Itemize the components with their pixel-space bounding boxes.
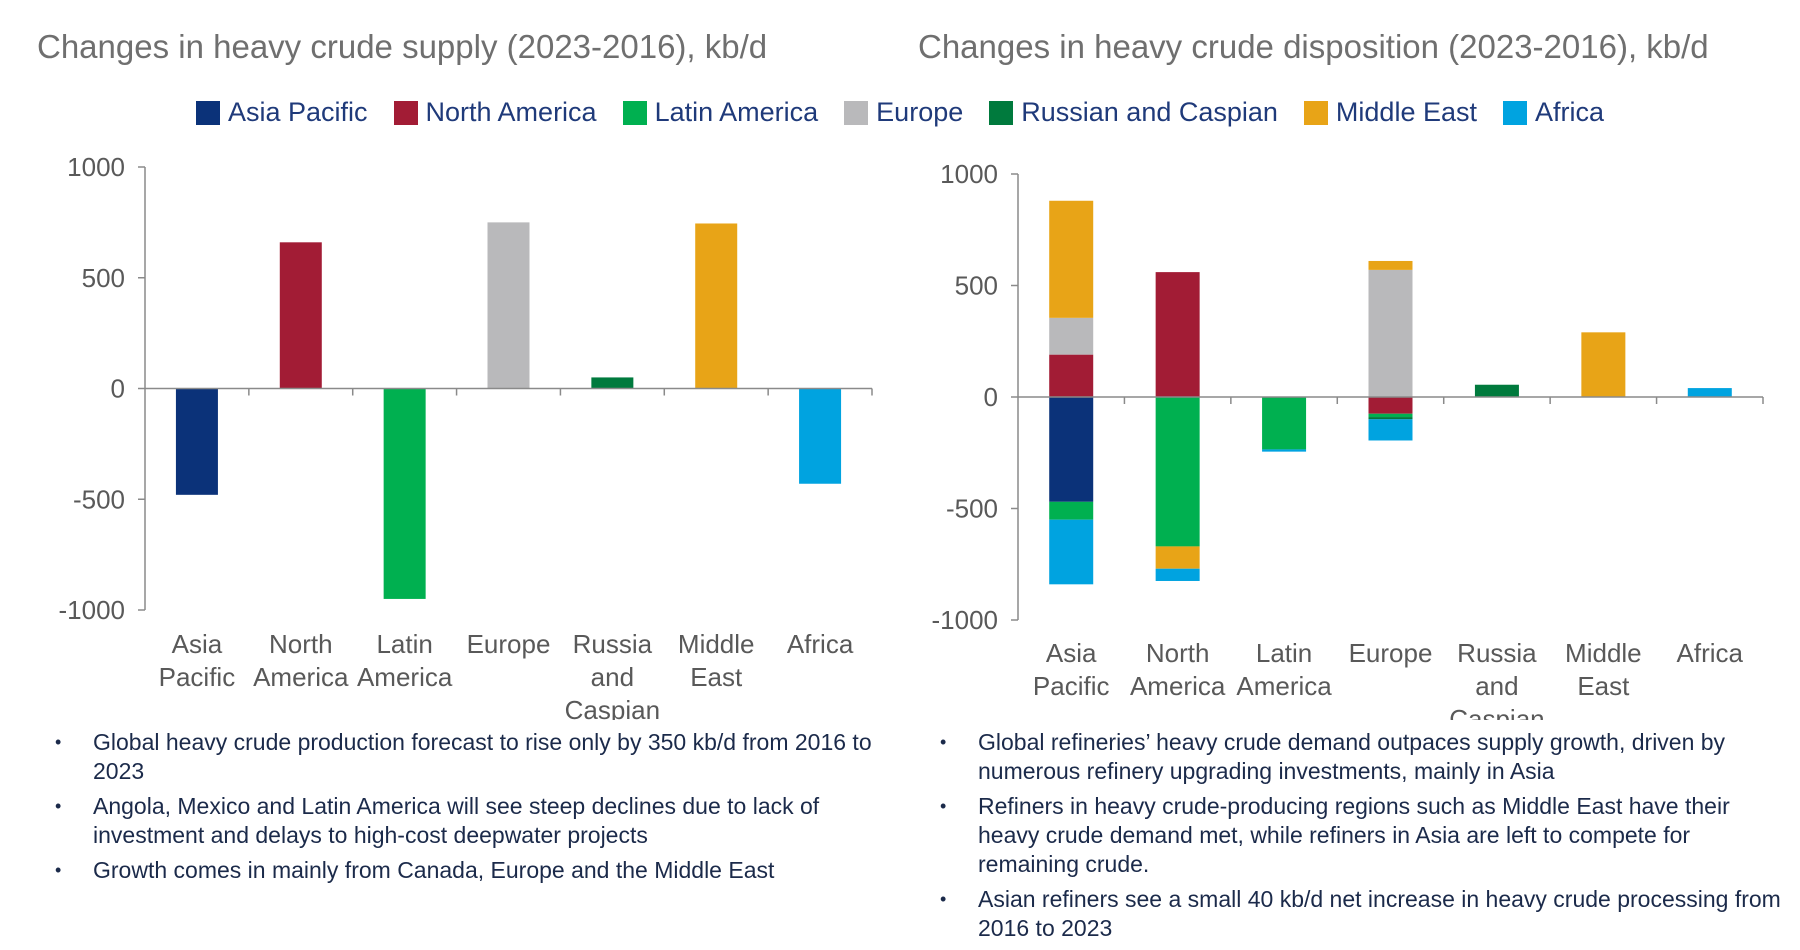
bar-latin-america bbox=[383, 388, 426, 599]
x-tick-label: Middle East bbox=[1565, 638, 1642, 701]
disposition-note-item: Global refineries’ heavy crude demand ou… bbox=[930, 728, 1790, 786]
disposition-note-item: Asian refiners see a small 40 kb/d net i… bbox=[930, 885, 1790, 943]
supply-note-item: Angola, Mexico and Latin America will se… bbox=[45, 792, 885, 850]
bar-north-america bbox=[279, 242, 322, 389]
y-tick-label: -500 bbox=[73, 484, 125, 514]
legend-swatch-europe bbox=[844, 100, 869, 125]
supply-note-item: Global heavy crude production forecast t… bbox=[45, 728, 885, 786]
legend-item-russian-caspian: Russian and Caspian bbox=[989, 97, 1278, 128]
supply-chart-title: Changes in heavy crude supply (2023-2016… bbox=[37, 28, 768, 65]
legend-swatch-russian-caspian bbox=[989, 100, 1014, 125]
supply-bar-chart: 1000 500 0 -500 -1000 Asia Pacific North America… bbox=[59, 152, 873, 720]
disposition-chart-title: Changes in heavy crude disposition (2023… bbox=[918, 28, 1709, 65]
bar-segment-africa bbox=[1368, 419, 1413, 441]
x-tick-label: Europe bbox=[1349, 638, 1433, 668]
legend-item-north-america: North America bbox=[393, 97, 597, 128]
disposition-note-item: Refiners in heavy crude-producing region… bbox=[930, 792, 1790, 879]
chart-legend: Asia Pacific North America Latin America… bbox=[0, 97, 1800, 128]
bar-russia-and-caspian bbox=[591, 377, 634, 389]
legend-item-africa: Africa bbox=[1503, 97, 1604, 128]
y-tick-label: 500 bbox=[82, 263, 125, 293]
supply-note-item: Growth comes in mainly from Canada, Euro… bbox=[45, 856, 885, 885]
legend-swatch-latin-america bbox=[622, 100, 647, 125]
y-tick-label: 500 bbox=[955, 271, 998, 301]
y-tick-label: 1000 bbox=[67, 152, 125, 182]
legend-label-north-america: North America bbox=[425, 97, 597, 127]
bar-segment-north-america bbox=[1368, 397, 1413, 414]
x-tick-label: Latin America bbox=[1236, 638, 1332, 701]
legend-label-middle-east: Middle East bbox=[1335, 97, 1477, 127]
x-tick-label: North America bbox=[253, 629, 349, 692]
bar-segment-middle-east bbox=[1155, 546, 1200, 569]
legend-label-latin-america: Latin America bbox=[654, 97, 819, 127]
x-tick-label: Africa bbox=[1677, 638, 1744, 668]
y-tick-label: 0 bbox=[984, 382, 998, 412]
disposition-stacked-bar-chart: 1000 500 0 -500 -1000 Asia Pacific North America… bbox=[932, 159, 1764, 720]
bar-segment-north-america bbox=[1049, 354, 1094, 397]
legend-item-middle-east: Middle East bbox=[1303, 97, 1477, 128]
legend-label-asia-pacific: Asia Pacific bbox=[227, 97, 368, 127]
legend-swatch-asia-pacific bbox=[195, 100, 220, 125]
bar-segment-africa bbox=[1262, 449, 1307, 452]
bar-asia-pacific bbox=[175, 388, 218, 495]
disposition-notes: Global refineries’ heavy crude demand ou… bbox=[930, 728, 1790, 949]
bar-segment-russian-and-caspian bbox=[1368, 417, 1413, 420]
bar-segment-middle-east bbox=[1368, 260, 1413, 270]
bar-segment-europe bbox=[1368, 269, 1413, 397]
legend-item-latin-america: Latin America bbox=[622, 97, 819, 128]
legend-label-russian-caspian: Russian and Caspian bbox=[1021, 97, 1278, 127]
y-tick-label: -500 bbox=[946, 494, 998, 524]
bar-segment-europe bbox=[1049, 317, 1094, 355]
bar-segment-latin-america bbox=[1368, 413, 1413, 418]
supply-notes: Global heavy crude production forecast t… bbox=[45, 728, 885, 891]
bar-segment-africa bbox=[1155, 568, 1200, 581]
bar-segment-russian-and-caspian bbox=[1474, 384, 1519, 397]
bar-segment-latin-america bbox=[1155, 397, 1200, 547]
x-tick-label: Africa bbox=[787, 629, 854, 659]
x-tick-label: Asia Pacific bbox=[1033, 638, 1110, 701]
bar-segment-latin-america bbox=[1262, 397, 1307, 450]
legend-label-africa: Africa bbox=[1535, 97, 1605, 127]
y-tick-label: -1000 bbox=[59, 595, 126, 625]
legend-swatch-africa bbox=[1503, 100, 1527, 125]
bar-segment-north-america bbox=[1155, 272, 1200, 397]
x-tick-label: Russia and Caspian bbox=[565, 629, 660, 720]
x-tick-label: Asia Pacific bbox=[159, 629, 236, 692]
y-tick-label: -1000 bbox=[932, 605, 999, 635]
x-tick-label: Latin America bbox=[357, 629, 453, 692]
legend-label-europe: Europe bbox=[876, 97, 964, 127]
x-tick-label: Middle East bbox=[678, 629, 755, 692]
bar-europe bbox=[487, 222, 530, 389]
y-tick-label: 1000 bbox=[940, 159, 998, 189]
bar-africa bbox=[799, 388, 842, 484]
bar-segment-asia-pacific bbox=[1049, 397, 1094, 502]
bar-segment-africa bbox=[1687, 388, 1732, 397]
x-tick-label: Russia and Caspian bbox=[1449, 638, 1544, 720]
x-tick-label: Europe bbox=[467, 629, 551, 659]
bar-middle-east bbox=[695, 223, 738, 389]
legend-item-europe: Europe bbox=[844, 97, 963, 128]
bar-segment-middle-east bbox=[1581, 332, 1626, 397]
x-tick-label: North America bbox=[1130, 638, 1226, 701]
bar-segment-middle-east bbox=[1049, 200, 1094, 318]
legend-swatch-middle-east bbox=[1303, 100, 1328, 125]
legend-swatch-north-america bbox=[393, 100, 418, 125]
bar-segment-africa bbox=[1049, 519, 1094, 585]
y-tick-label: 0 bbox=[111, 374, 125, 404]
bar-segment-latin-america bbox=[1049, 501, 1094, 520]
legend-item-asia-pacific: Asia Pacific bbox=[195, 97, 368, 128]
